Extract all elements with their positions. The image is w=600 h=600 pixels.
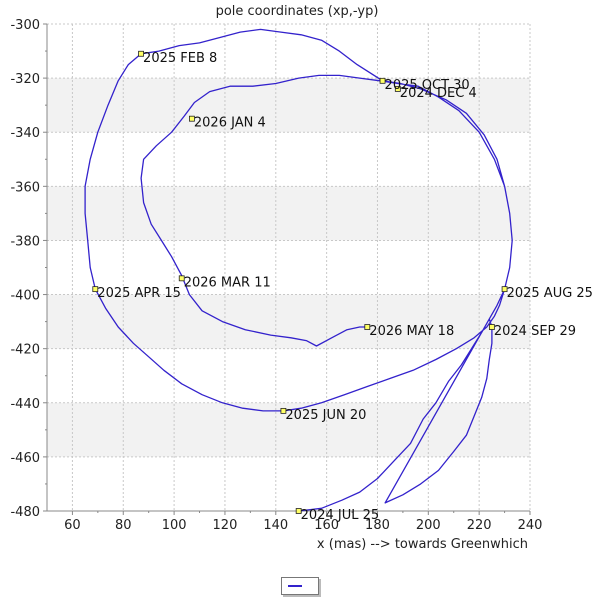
x-tick-label: 60 (64, 518, 81, 533)
y-tick-label: -460 (10, 451, 40, 466)
y-tick-label: -380 (10, 234, 40, 249)
y-tick-label: -320 (10, 72, 40, 87)
date-label: 2025 OCT 30 (385, 78, 470, 93)
y-tick-label: -480 (10, 505, 40, 520)
date-marker (92, 286, 99, 293)
series-group (84, 28, 513, 512)
x-tick-label: 160 (314, 518, 339, 533)
x-tick-label: 180 (365, 518, 390, 533)
grid-lines (47, 23, 531, 512)
x-tick-label: 80 (115, 518, 132, 533)
date-marker (394, 86, 401, 92)
chart-title: pole coordinates (xp,-yp) (216, 4, 379, 19)
date-label: 2026 JAN 4 (194, 116, 266, 131)
x-tick-label: 100 (162, 518, 187, 533)
date-marker (280, 407, 287, 414)
date-marker (501, 286, 508, 293)
date-label: 2026 MAR 11 (184, 275, 271, 290)
date-marker (379, 77, 386, 84)
annotations: 2024 JUL 25 2024 SEP 29 2024 DEC 4 2025 FEB… (92, 50, 593, 523)
background-band (47, 294, 530, 349)
y-tick-label: -440 (10, 397, 40, 412)
y-tick-label: -340 (10, 126, 40, 141)
series-line (84, 28, 513, 512)
date-marker (295, 508, 302, 514)
date-marker (364, 324, 371, 330)
date-marker (138, 50, 144, 57)
x-tick-label: 120 (213, 518, 238, 533)
date-label: 2025 APR 15 (97, 286, 181, 301)
legend (281, 577, 319, 595)
y-tick-label: -300 (10, 18, 40, 33)
date-label: 2024 DEC 4 (400, 86, 477, 101)
background-bands (47, 78, 530, 457)
date-marker (178, 275, 185, 282)
axes (43, 23, 531, 515)
x-tick-label: 140 (263, 518, 288, 533)
background-band (47, 402, 530, 457)
date-marker (188, 115, 195, 122)
date-marker (488, 324, 495, 330)
x-tick-label: 220 (467, 518, 492, 533)
y-tick-label: -420 (10, 343, 40, 358)
date-label: 2026 MAY 18 (369, 324, 454, 339)
x-axis-label: x (mas) --> towards Greenwhich (317, 537, 528, 552)
y-tick-label: -400 (10, 289, 40, 304)
y-tick-label: -360 (10, 180, 40, 195)
x-tick-label: 200 (416, 518, 441, 533)
date-label: 2024 SEP 29 (494, 324, 576, 339)
date-label: 2025 AUG 25 (507, 286, 593, 301)
x-tick-label: 240 (518, 518, 543, 533)
date-label: 2025 JUN 20 (285, 408, 366, 423)
date-label: 2025 FEB 8 (143, 51, 217, 66)
date-label: 2024 JUL 25 (301, 508, 379, 523)
legend-line-swatch (288, 585, 302, 587)
background-band (47, 186, 530, 241)
tick-labels: -300 -320 -340 -360 -380 -400 -420 -440 -460 -480… (10, 18, 542, 533)
